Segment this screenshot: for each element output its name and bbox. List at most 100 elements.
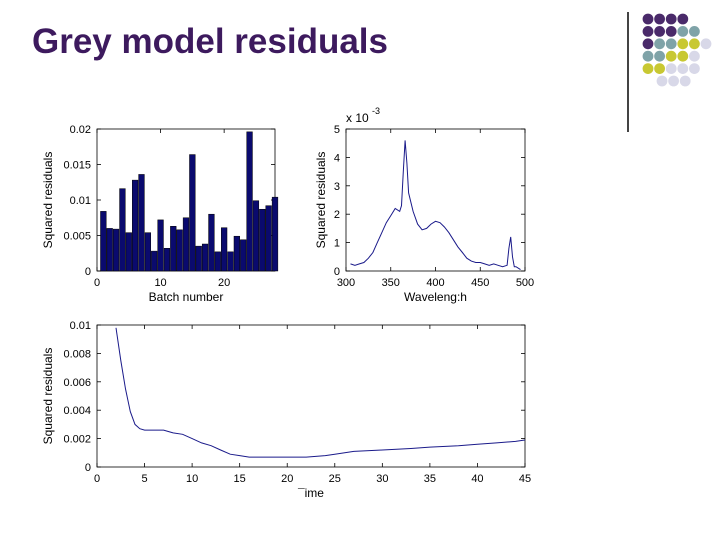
decor-dot — [642, 38, 654, 50]
bar — [201, 243, 209, 272]
decor-dot — [689, 50, 700, 62]
y-multiplier-exponent: -3 — [372, 106, 380, 116]
x-tick-label: 25 — [329, 473, 341, 485]
bar — [176, 229, 183, 272]
x-tick-label: 450 — [471, 277, 489, 289]
y-tick-label: 0.01 — [70, 320, 91, 332]
decor-dot — [654, 26, 665, 37]
bar — [170, 226, 177, 272]
bar — [163, 248, 171, 272]
bar — [259, 208, 266, 272]
plot-frame — [96, 324, 526, 468]
bar — [132, 179, 139, 272]
y-tick-label: 2 — [334, 209, 340, 221]
y-tick-label: 4 — [334, 152, 340, 164]
bar — [233, 235, 240, 272]
bar — [252, 200, 260, 272]
decor-dot — [689, 38, 700, 50]
x-tick-label: 20 — [281, 473, 293, 485]
x-tick-label: 0 — [94, 473, 100, 485]
bar — [189, 154, 196, 272]
y-tick-label: 0.01 — [70, 195, 91, 207]
x-axis-label: Batch number — [149, 290, 224, 304]
decor-dot — [654, 38, 665, 50]
y-axis-label: Squared residuals — [41, 152, 55, 249]
bar — [246, 131, 253, 272]
bar — [182, 217, 190, 272]
decor-dot — [677, 13, 689, 25]
y-tick-label: 0 — [334, 266, 340, 278]
decor-dot — [679, 75, 691, 87]
decor-dot — [642, 63, 654, 74]
x-tick-label: 15 — [234, 473, 246, 485]
y-tick-label: 0.015 — [63, 160, 91, 172]
decor-dot — [677, 38, 689, 50]
x-tick-label: 5 — [141, 473, 147, 485]
decor-dot — [665, 38, 677, 50]
y-tick-label: 3 — [334, 181, 340, 193]
decor-dot — [677, 63, 689, 74]
slide-title: Grey model residuals — [32, 22, 388, 61]
decor-dot — [656, 75, 668, 87]
bar — [221, 227, 228, 272]
y-tick-label: 0 — [85, 462, 91, 474]
y-tick-label: 0.008 — [63, 348, 91, 360]
y-tick-label: 0 — [85, 266, 91, 278]
x-tick-label: 40 — [471, 473, 483, 485]
bar — [119, 188, 126, 272]
bar — [227, 251, 234, 272]
bar — [100, 211, 107, 272]
bar — [151, 250, 158, 272]
y-axis-label: Squared residuals — [41, 348, 55, 445]
bar — [240, 239, 247, 272]
x-tick-label: 20 — [218, 277, 230, 289]
bar — [208, 213, 215, 272]
decor-dot — [654, 63, 665, 74]
bar — [125, 232, 132, 272]
x-axis-label: Waveleng:h — [404, 290, 467, 304]
decor-dot — [677, 26, 689, 37]
y-axis-label: Squared residuals — [314, 152, 328, 249]
x-tick-label: 300 — [337, 277, 355, 289]
bar-series — [100, 131, 279, 272]
x-tick-label: 10 — [186, 473, 198, 485]
decor-divider-line — [627, 12, 629, 132]
y-tick-label: 0.006 — [63, 377, 91, 389]
x-tick-label: 0 — [94, 277, 100, 289]
y-tick-label: 0.002 — [63, 434, 91, 446]
bar — [265, 205, 272, 272]
bar — [271, 196, 279, 272]
decor-dot — [677, 50, 689, 62]
x-axis-label: ¯ime — [297, 486, 324, 500]
decor-dot — [665, 13, 677, 25]
bar — [138, 174, 145, 272]
bar — [214, 251, 221, 272]
x-tick-label: 35 — [424, 473, 436, 485]
bar — [144, 232, 151, 272]
y-tick-label: 0.005 — [63, 231, 91, 243]
decor-dot — [665, 50, 677, 62]
decor-dot — [642, 50, 654, 62]
decor-dot — [665, 26, 677, 37]
decor-dot — [654, 50, 665, 62]
y-tick-label: 1 — [334, 238, 340, 250]
x-tick-label: 350 — [382, 277, 400, 289]
x-tick-label: 500 — [516, 277, 534, 289]
decor-dot-grid — [642, 13, 712, 87]
decor-dot — [665, 63, 677, 74]
line-series — [115, 327, 526, 458]
x-tick-label: 45 — [519, 473, 531, 485]
bar — [106, 228, 113, 272]
bar — [157, 219, 164, 272]
decor-dot — [700, 38, 712, 50]
x-tick-label: 10 — [154, 277, 166, 289]
decor-dot — [689, 26, 700, 37]
decor-dot — [654, 13, 665, 25]
decor-dot — [642, 26, 654, 37]
bar — [195, 245, 202, 272]
decor-dot — [642, 13, 654, 25]
y-tick-label: 0.004 — [63, 405, 91, 417]
